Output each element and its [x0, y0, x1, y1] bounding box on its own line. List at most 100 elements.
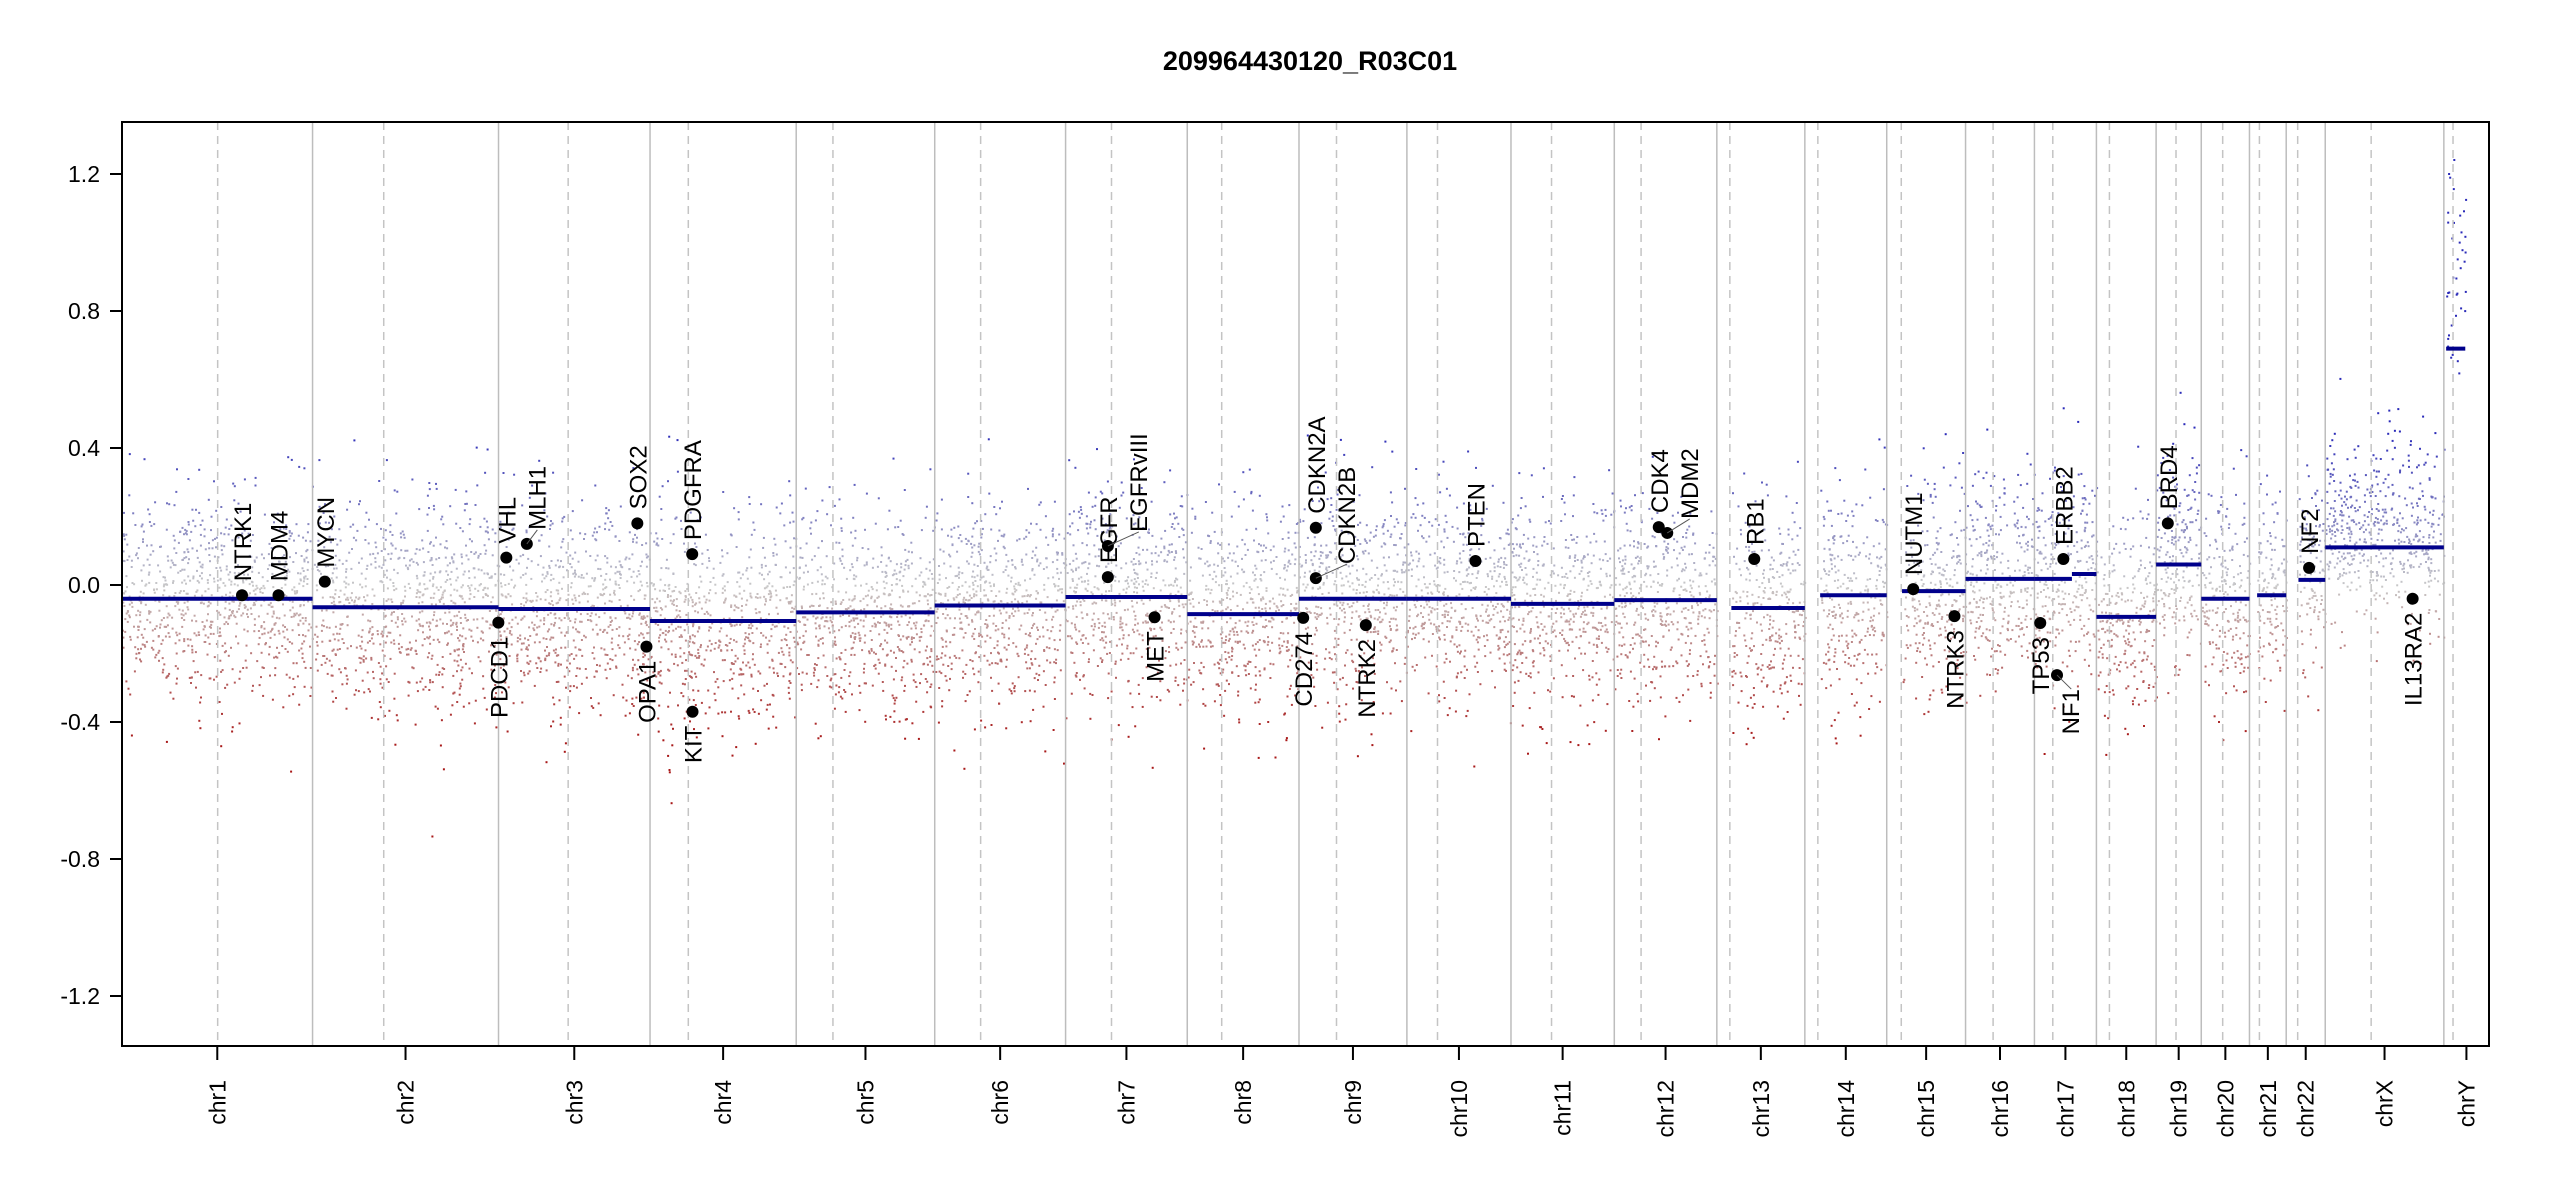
probe-point: [839, 559, 842, 562]
probe-point: [568, 670, 571, 673]
probe-point: [157, 635, 160, 638]
probe-point: [760, 566, 763, 569]
probe-point: [1115, 676, 1117, 679]
probe-point: [528, 496, 531, 499]
probe-point: [318, 459, 321, 462]
probe-point: [1174, 676, 1177, 679]
probe-point: [1252, 624, 1255, 626]
probe-point: [1099, 657, 1102, 660]
probe-point: [171, 616, 174, 619]
probe-point: [201, 566, 204, 569]
probe-point: [138, 652, 141, 654]
probe-point: [1003, 636, 1006, 639]
probe-point: [1027, 653, 1030, 656]
probe-point: [1243, 647, 1246, 650]
probe-point: [638, 641, 641, 643]
probe-point: [1065, 717, 1068, 720]
probe-point: [421, 644, 424, 647]
probe-point: [787, 691, 790, 694]
probe-point: [657, 730, 660, 733]
probe-point: [1226, 606, 1229, 609]
probe-point: [324, 565, 327, 568]
probe-point: [279, 528, 282, 531]
probe-point: [223, 651, 226, 654]
probe-point: [1206, 600, 1208, 603]
probe-point: [936, 608, 939, 611]
probe-point: [234, 555, 237, 557]
probe-point: [389, 557, 392, 560]
probe-point: [1389, 535, 1392, 538]
probe-point: [704, 533, 707, 536]
probe-point: [661, 608, 664, 611]
probe-point: [883, 628, 886, 631]
probe-point: [504, 584, 507, 586]
probe-point: [670, 640, 673, 643]
probe-point: [1014, 610, 1017, 613]
probe-point: [283, 594, 286, 596]
probe-point: [568, 706, 571, 709]
probe-point: [1115, 611, 1118, 614]
probe-point: [249, 539, 252, 542]
probe-point: [1285, 737, 1288, 740]
probe-point: [1135, 552, 1138, 554]
probe-point: [848, 682, 851, 685]
probe-point: [924, 595, 927, 598]
probe-point: [1028, 689, 1031, 692]
probe-point: [632, 540, 634, 543]
probe-point: [255, 584, 258, 587]
probe-point: [1232, 595, 1235, 598]
probe-point: [797, 619, 800, 622]
probe-point: [541, 573, 544, 576]
probe-point: [1198, 601, 1200, 604]
probe-point: [874, 652, 877, 655]
probe-point: [187, 608, 190, 611]
probe-point: [973, 593, 976, 596]
probe-point: [339, 623, 342, 626]
probe-point: [435, 586, 438, 589]
probe-point: [1232, 582, 1235, 585]
probe-point: [211, 539, 214, 542]
probe-point: [614, 654, 617, 657]
probe-point: [957, 566, 960, 569]
probe-point: [368, 631, 371, 634]
probe-point: [802, 641, 805, 644]
probe-point: [814, 622, 817, 625]
probe-point: [796, 643, 799, 646]
probe-point: [631, 615, 634, 618]
probe-point: [898, 596, 901, 599]
probe-point: [767, 727, 770, 730]
probe-point: [355, 689, 357, 692]
probe-point: [729, 533, 732, 536]
probe-point: [1135, 580, 1138, 583]
probe-point: [265, 642, 267, 645]
probe-point: [1133, 458, 1135, 461]
probe-point: [209, 602, 212, 605]
probe-point: [247, 532, 250, 535]
probe-point: [885, 624, 888, 627]
probe-point: [1045, 536, 1048, 539]
probe-point: [895, 696, 898, 699]
probe-point: [256, 587, 259, 590]
probe-point: [864, 595, 867, 598]
probe-point: [1063, 762, 1065, 765]
probe-point: [932, 670, 935, 673]
probe-point: [317, 563, 320, 566]
probe-point: [168, 635, 171, 638]
probe-point: [948, 553, 951, 556]
probe-point: [187, 551, 190, 553]
probe-point: [148, 611, 151, 614]
probe-point: [234, 559, 237, 562]
probe-point: [757, 670, 760, 673]
probe-point: [981, 601, 984, 604]
probe-point: [570, 653, 573, 655]
probe-point: [604, 668, 607, 671]
probe-point: [1080, 611, 1083, 614]
probe-point: [1136, 591, 1139, 594]
probe-point: [834, 640, 837, 643]
probe-point: [1221, 557, 1224, 560]
probe-point: [505, 660, 508, 663]
probe-point: [463, 601, 466, 604]
probe-point: [977, 545, 980, 548]
probe-point: [307, 523, 310, 526]
probe-point: [887, 594, 890, 597]
